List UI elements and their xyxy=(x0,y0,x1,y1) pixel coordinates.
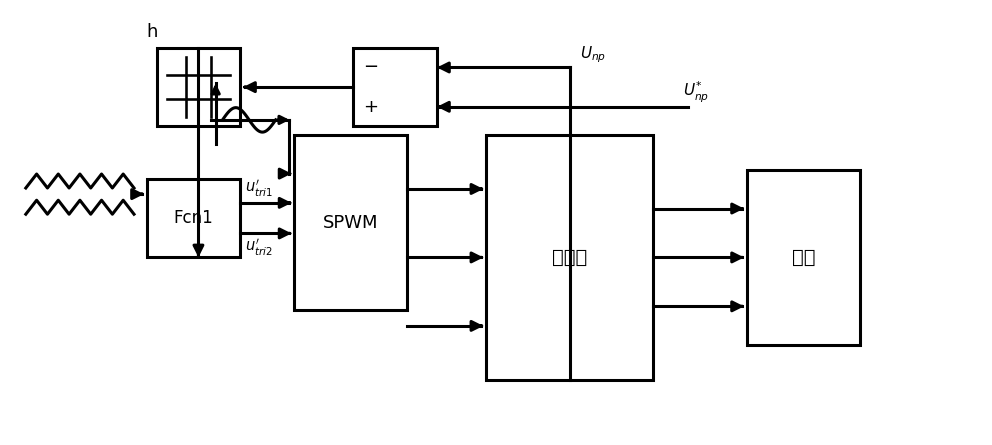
Text: −: − xyxy=(363,58,378,77)
Bar xyxy=(295,135,408,310)
Bar xyxy=(147,179,240,258)
Bar xyxy=(353,48,437,126)
Text: $u^{\prime}_{tri1}$: $u^{\prime}_{tri1}$ xyxy=(245,178,273,199)
Text: $U_{np}$: $U_{np}$ xyxy=(579,44,606,65)
Text: +: + xyxy=(363,98,378,116)
Text: $U^{*}_{np}$: $U^{*}_{np}$ xyxy=(682,80,709,105)
Text: SPWM: SPWM xyxy=(323,214,379,231)
Text: 负载: 负载 xyxy=(792,248,815,267)
Text: Fcn1: Fcn1 xyxy=(174,209,213,227)
Text: $u^{\prime}_{tri2}$: $u^{\prime}_{tri2}$ xyxy=(245,237,273,258)
Bar xyxy=(486,135,654,380)
Text: 逆变器: 逆变器 xyxy=(553,248,587,267)
Bar xyxy=(157,48,240,126)
Bar xyxy=(747,170,860,345)
Text: h: h xyxy=(147,23,158,41)
